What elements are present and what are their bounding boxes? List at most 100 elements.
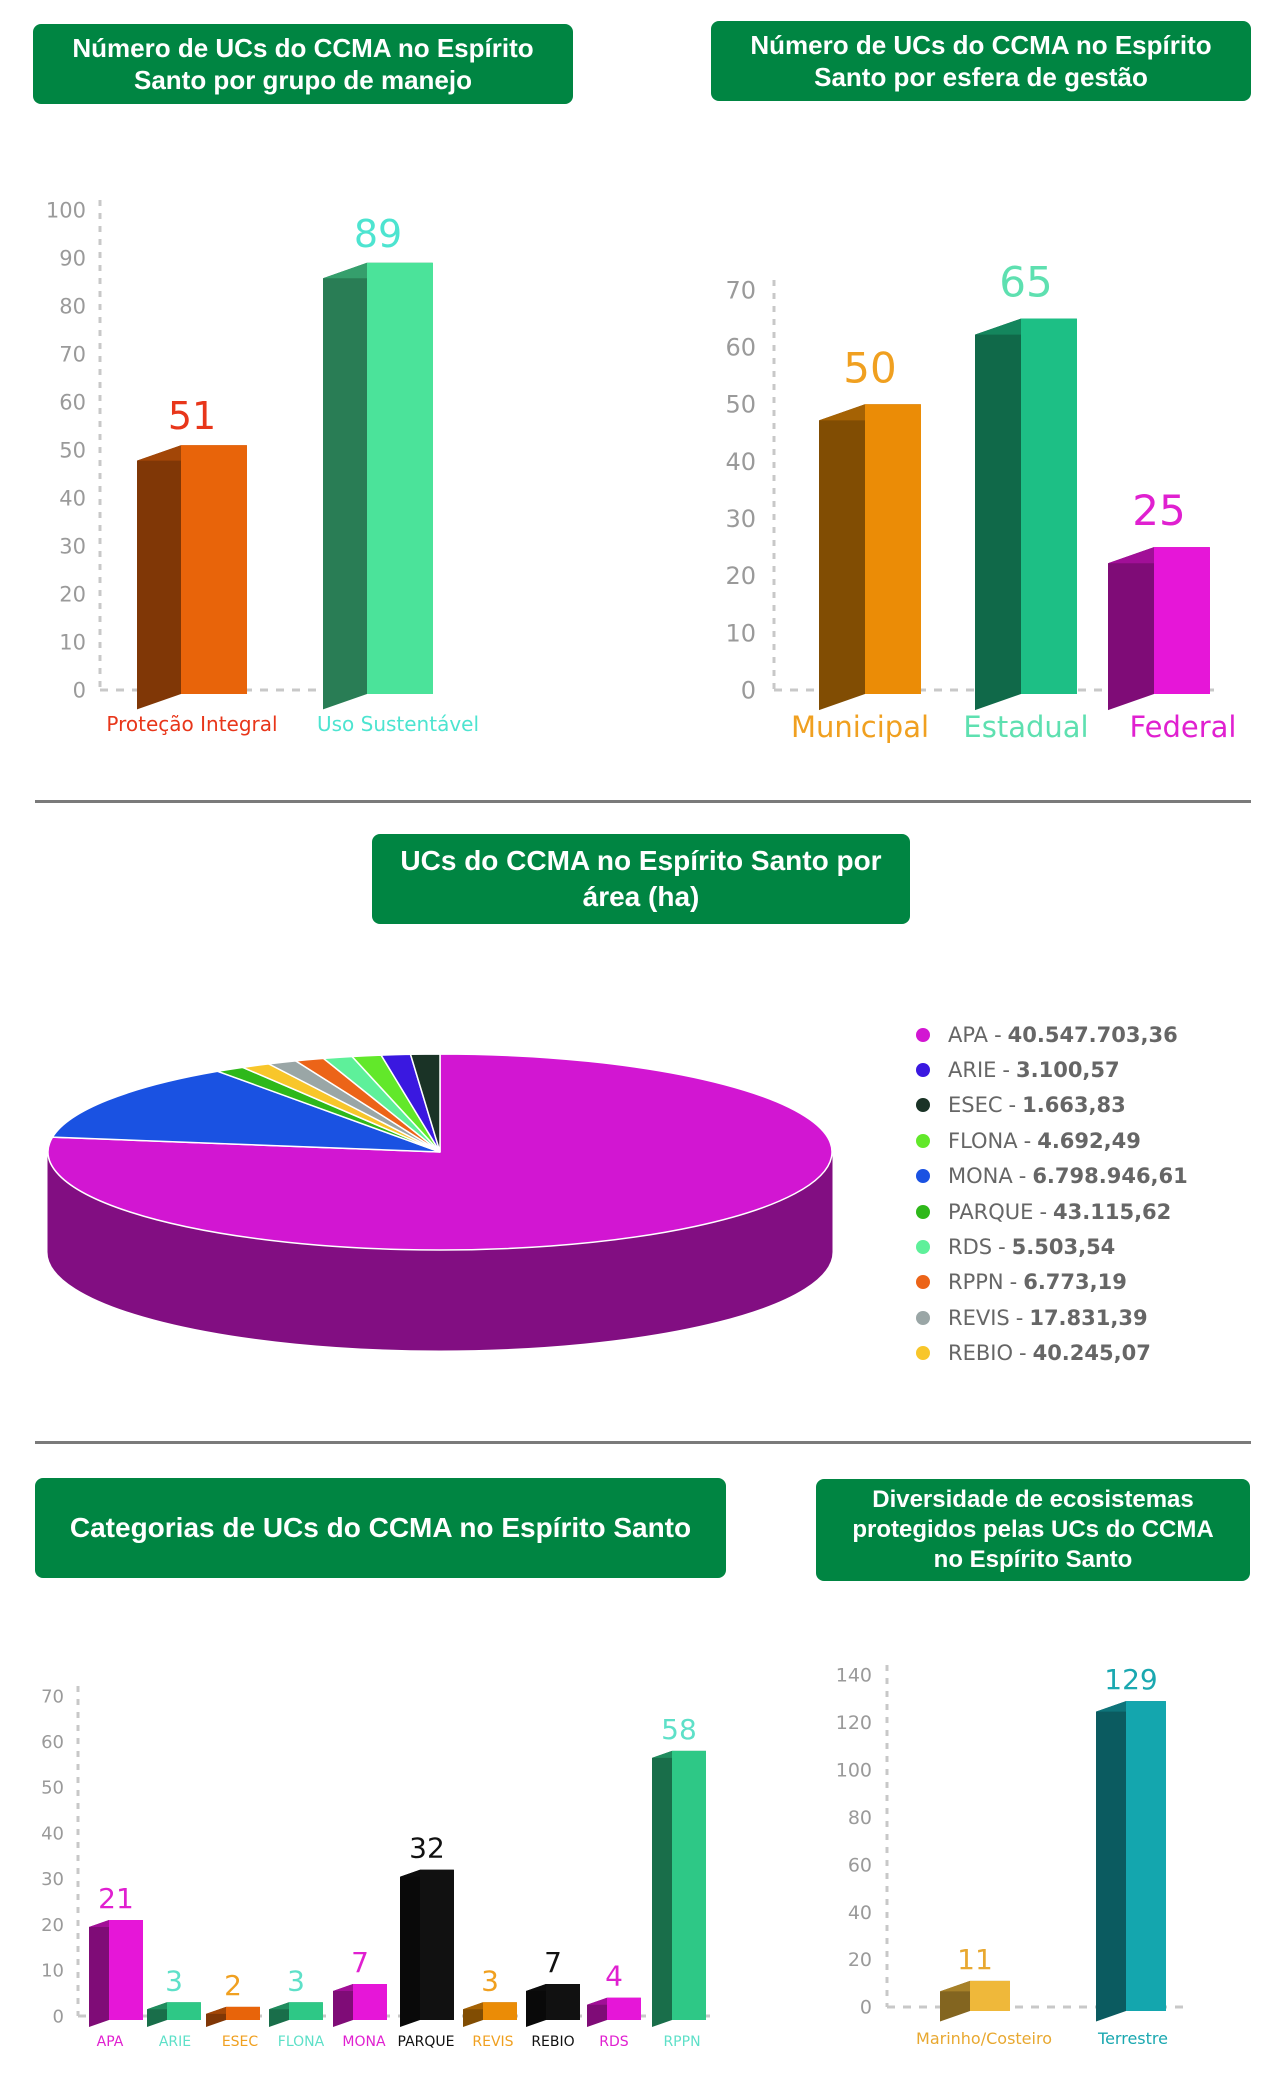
data-label: 7 xyxy=(544,1946,562,1979)
bar-side xyxy=(587,1997,607,2027)
legend-item-apa: APA -40.547.703,36 xyxy=(916,1017,1256,1052)
legend-separator: - xyxy=(1002,1058,1010,1083)
legend-label: ARIE xyxy=(948,1058,997,1083)
bar xyxy=(672,1750,706,2020)
x-tick-label: Municipal xyxy=(791,710,929,744)
bar xyxy=(546,1984,580,2020)
x-tick-label: ARIE xyxy=(159,2034,191,2050)
pie-legend: APA -40.547.703,36 ARIE -3.100,57 ESEC -1.663… xyxy=(916,1017,1256,1371)
legend-item-mona: MONA -6.798.946,61 xyxy=(916,1159,1256,1194)
x-tick-label: MONA xyxy=(342,2034,386,2050)
legend-swatch xyxy=(916,1204,930,1219)
legend-label: APA xyxy=(948,1022,989,1047)
y-tick-label: 20 xyxy=(725,562,756,590)
legend-swatch xyxy=(916,1098,930,1113)
data-label: 3 xyxy=(165,1964,183,1997)
pie-slice-esec xyxy=(409,1053,441,1153)
y-tick-label: 100 xyxy=(46,198,86,222)
y-tick-label: 20 xyxy=(848,1949,872,1971)
legend-label: RPPN xyxy=(948,1270,1004,1295)
y-tick-label: 40 xyxy=(848,1902,872,1924)
legend-value: 4.692,49 xyxy=(1037,1128,1141,1153)
bar xyxy=(1021,318,1077,694)
legend-separator: - xyxy=(994,1022,1002,1047)
legend-item-esec: ESEC -1.663,83 xyxy=(916,1088,1256,1123)
y-tick-label: 70 xyxy=(59,342,86,366)
legend-separator: - xyxy=(998,1235,1006,1260)
y-tick-label: 40 xyxy=(59,486,86,510)
y-tick-label: 0 xyxy=(741,676,756,704)
data-label: 58 xyxy=(661,1713,697,1746)
bar xyxy=(420,1869,454,2020)
legend-label: RDS xyxy=(948,1235,993,1260)
x-tick-label: FLONA xyxy=(278,2034,325,2050)
x-tick-label: Proteção Integral xyxy=(106,712,277,736)
y-tick-label: 10 xyxy=(725,619,756,647)
bar xyxy=(109,1920,143,2020)
bar-side xyxy=(400,1869,420,2027)
bar-side xyxy=(975,318,1021,711)
legend-item-flona: FLONA -4.692,49 xyxy=(916,1123,1256,1158)
y-tick-label: 10 xyxy=(59,630,86,654)
y-tick-label: 50 xyxy=(725,391,756,419)
data-label: 32 xyxy=(409,1832,445,1865)
bar-side xyxy=(1096,1701,1126,2022)
data-label: 3 xyxy=(481,1964,499,1997)
legend-value: 6.773,19 xyxy=(1023,1270,1127,1295)
bar-side xyxy=(137,445,181,710)
y-tick-label: 60 xyxy=(848,1854,872,1876)
divider-top xyxy=(35,800,1251,803)
y-tick-label: 10 xyxy=(41,1961,64,1982)
title-ecossistemas: Diversidade de ecosistemas protegidos pe… xyxy=(816,1479,1250,1581)
y-tick-label: 60 xyxy=(59,390,86,414)
title-grupo-de-manejo: Número de UCs do CCMA no Espírito Santo … xyxy=(33,24,573,104)
bar-side xyxy=(89,1920,109,2027)
legend-swatch xyxy=(916,1310,930,1325)
y-tick-label: 0 xyxy=(53,2006,64,2027)
bar xyxy=(483,2002,517,2020)
legend-separator: - xyxy=(1018,1164,1027,1189)
y-tick-label: 60 xyxy=(725,334,756,362)
legend-label: REVIS xyxy=(948,1305,1010,1330)
legend-separator: - xyxy=(1015,1305,1024,1330)
divider-bottom xyxy=(35,1441,1251,1444)
legend-swatch xyxy=(916,1169,930,1184)
legend-label: MONA xyxy=(948,1164,1013,1189)
y-tick-label: 40 xyxy=(725,448,756,476)
pie-slice-mona xyxy=(51,1070,441,1153)
bar xyxy=(1154,547,1210,694)
x-tick-label: RDS xyxy=(599,2034,629,2050)
x-tick-label: Uso Sustentável xyxy=(317,712,479,736)
y-tick-label: 60 xyxy=(41,1732,64,1753)
data-label: 21 xyxy=(98,1882,134,1915)
bar xyxy=(1126,1701,1166,2011)
legend-value: 17.831,39 xyxy=(1029,1305,1148,1330)
legend-value: 40.547.703,36 xyxy=(1007,1022,1178,1047)
bar-side xyxy=(819,404,865,711)
legend-item-parque: PARQUE -43.115,62 xyxy=(916,1194,1256,1229)
x-tick-label: REBIO xyxy=(531,2034,574,2050)
x-tick-label: PARQUE xyxy=(398,2034,455,2050)
legend-swatch xyxy=(916,1027,930,1042)
legend-swatch xyxy=(916,1240,930,1255)
bar xyxy=(607,1997,641,2020)
y-tick-label: 120 xyxy=(836,1712,872,1734)
legend-item-arie: ARIE -3.100,57 xyxy=(916,1052,1256,1087)
bar xyxy=(865,404,921,694)
legend-swatch xyxy=(916,1346,930,1361)
bar xyxy=(970,1980,1010,2011)
data-label: 51 xyxy=(168,394,216,438)
bar-side xyxy=(333,1984,353,2027)
bar-side xyxy=(652,1750,672,2027)
data-label: 11 xyxy=(957,1943,993,1976)
y-tick-label: 30 xyxy=(725,505,756,533)
legend-value: 6.798.946,61 xyxy=(1032,1164,1188,1189)
y-tick-label: 140 xyxy=(836,1665,872,1687)
bar-side xyxy=(526,1984,546,2027)
x-tick-label: ESEC xyxy=(222,2034,259,2050)
y-tick-label: 0 xyxy=(860,1997,872,2019)
legend-label: ESEC xyxy=(948,1093,1003,1118)
bar xyxy=(367,262,433,694)
x-tick-label: Marinho/Costeiro xyxy=(916,2029,1052,2048)
